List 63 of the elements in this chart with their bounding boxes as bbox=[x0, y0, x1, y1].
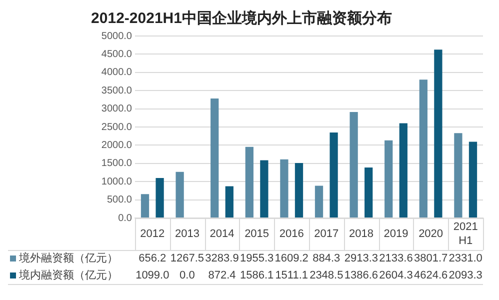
bar bbox=[225, 186, 234, 218]
x-tick-label: 2015 bbox=[244, 228, 270, 240]
data-label: 2604.3 bbox=[379, 270, 413, 282]
data-label: 3801.7 bbox=[414, 252, 448, 265]
data-label: 2348.5 bbox=[310, 270, 344, 282]
bar bbox=[260, 160, 268, 218]
data-label: 4624.6 bbox=[414, 270, 448, 282]
x-tick-label: 2021H1 bbox=[453, 221, 478, 248]
y-tick-label: 2000.0 bbox=[101, 140, 132, 151]
chart-title: 2012-2021H1中国企业境内外上市融资额分布 bbox=[91, 9, 392, 28]
data-label: 1955.3 bbox=[240, 252, 274, 265]
y-tick-label: 0.0 bbox=[118, 212, 132, 224]
data-label: 1386.6 bbox=[344, 270, 378, 282]
bar bbox=[384, 140, 393, 218]
y-tick-label: 5000.0 bbox=[101, 30, 132, 42]
bar bbox=[399, 123, 408, 218]
data-label: 656.2 bbox=[138, 252, 166, 265]
legend-label: 境内融资额（亿元） bbox=[18, 268, 118, 282]
bar bbox=[454, 133, 462, 218]
bar bbox=[330, 132, 338, 218]
data-label: 1267.5 bbox=[170, 252, 204, 265]
bar bbox=[140, 194, 150, 218]
x-tick-label: 2012 bbox=[140, 228, 165, 240]
data-label: 1099.0 bbox=[136, 270, 170, 282]
y-tick-label: 2500.0 bbox=[101, 122, 132, 133]
x-tick-label: 2016 bbox=[279, 228, 304, 240]
y-tick-label: 4500.0 bbox=[101, 48, 132, 60]
x-tick-label: 2013 bbox=[174, 228, 200, 240]
x-tick-label: 2017 bbox=[314, 228, 339, 240]
data-label: 2913.3 bbox=[344, 252, 378, 265]
y-tick-label: 3000.0 bbox=[101, 104, 132, 115]
data-label: 2331.0 bbox=[448, 252, 482, 265]
data-label: 872.4 bbox=[208, 270, 236, 282]
bar bbox=[468, 142, 478, 218]
data-label: 1511.1 bbox=[275, 270, 308, 282]
x-tick-label: 2019 bbox=[384, 228, 408, 240]
bar bbox=[419, 80, 428, 218]
data-label: 2133.6 bbox=[379, 252, 413, 265]
bar bbox=[176, 172, 184, 218]
bar bbox=[245, 146, 254, 218]
y-tick-label: 4000.0 bbox=[101, 67, 132, 78]
x-tick-label: 2014 bbox=[210, 228, 234, 240]
bar bbox=[210, 98, 219, 218]
bar bbox=[434, 50, 442, 218]
legend-label: 境外融资额（亿元） bbox=[18, 252, 118, 265]
y-tick-label: 1000.0 bbox=[101, 176, 132, 188]
data-label: 2093.3 bbox=[448, 270, 482, 282]
y-tick-label: 3500.0 bbox=[101, 85, 132, 96]
data-label: 884.3 bbox=[312, 252, 340, 265]
bar bbox=[350, 112, 358, 218]
bar bbox=[280, 159, 288, 218]
bar bbox=[364, 168, 373, 218]
data-label: 1586.1 bbox=[240, 270, 274, 282]
bar bbox=[156, 178, 164, 218]
data-label: 1609.2 bbox=[274, 252, 308, 265]
x-tick-label: 2018 bbox=[348, 228, 374, 240]
bar bbox=[294, 162, 304, 218]
data-label: 0.0 bbox=[180, 270, 195, 282]
data-label: 3283.9 bbox=[205, 252, 239, 265]
y-tick-label: 500.0 bbox=[106, 194, 132, 206]
bar bbox=[314, 186, 324, 218]
x-tick-label: 2020 bbox=[418, 228, 444, 240]
y-tick-label: 1500.0 bbox=[101, 158, 132, 170]
